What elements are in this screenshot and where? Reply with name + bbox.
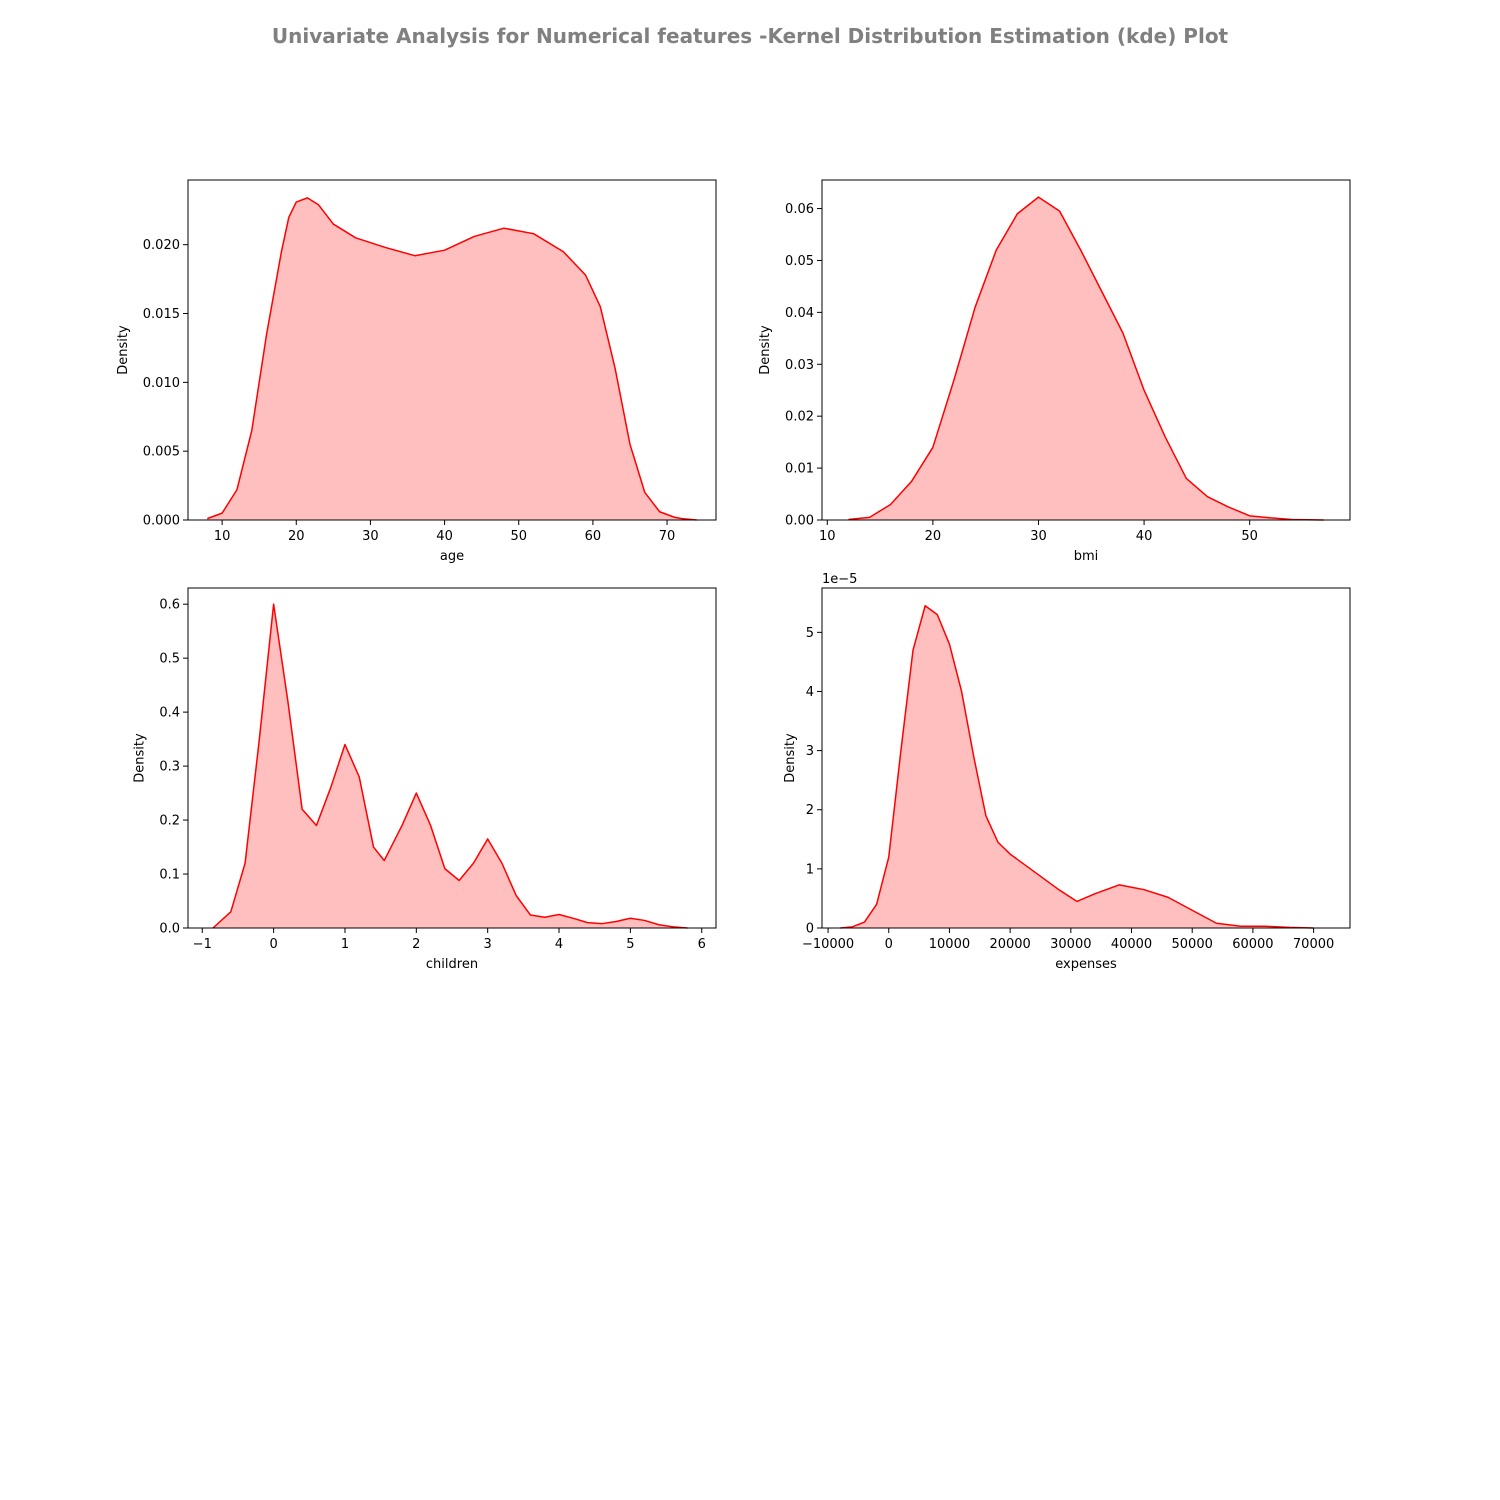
subplot-expenses-ylabel: Density [783, 733, 798, 783]
subplot-age-xtick-label: 20 [288, 529, 305, 544]
subplot-expenses-offset-label: 1e−5 [822, 572, 857, 587]
subplot-expenses-ytick-label: 4 [806, 685, 814, 700]
subplot-children-xtick-label: 4 [555, 937, 563, 952]
subplot-children-xtick-label: 2 [412, 937, 420, 952]
subplot-expenses-ytick-label: 5 [806, 626, 814, 641]
subplot-age-ytick-label: 0.015 [143, 307, 180, 322]
subplot-children-ylabel: Density [132, 733, 147, 783]
subplot-children-ytick-label: 0.3 [159, 760, 180, 775]
subplot-age: 10 20 30 40 50 60 70 0.000 0.005 0.010 0.015 0.020 a… [116, 179, 717, 564]
subplot-expenses-density-line [840, 604, 1314, 929]
subplot-bmi-xtick-label: 30 [1030, 529, 1047, 544]
subplot-expenses-xlabel: expenses [1055, 957, 1117, 972]
subplot-age-axes-frame [187, 179, 717, 521]
subplot-children-ytick-label: 0.5 [159, 652, 180, 667]
figure-suptitle: Univariate Analysis for Numerical featur… [271, 24, 1229, 48]
subplot-age-xtick-label: 70 [659, 529, 676, 544]
subplot-age-density-line [207, 197, 697, 521]
subplot-children: −1 0 1 2 3 4 5 6 0.0 0.1 0.2 0.3 0.4 0.5 0.6 children De… [132, 587, 717, 972]
subplot-expenses-xtick-label: 70000 [1293, 937, 1334, 952]
subplot-children-ytick-label: 0.4 [159, 706, 180, 721]
subplot-bmi-axes-frame [821, 179, 1351, 521]
subplot-expenses-xtick-label: −10000 [802, 937, 854, 952]
subplot-age-ytick-label: 0.010 [143, 376, 180, 391]
subplot-children-xtick-label: 5 [626, 937, 634, 952]
subplot-children-xtick-label: 6 [698, 937, 706, 952]
subplot-age-xtick-label: 10 [214, 529, 231, 544]
subplot-age-density-fill [207, 197, 697, 520]
subplot-bmi-density-line [848, 196, 1324, 521]
subplot-expenses-ytick-label: 2 [806, 803, 814, 818]
subplot-children-ytick-label: 0.0 [159, 922, 180, 937]
subplot-children-xlabel: children [426, 957, 478, 972]
subplot-children-density-fill [212, 604, 688, 928]
subplot-age-xtick-label: 50 [510, 529, 527, 544]
subplot-age-xtick-label: 60 [585, 529, 602, 544]
subplot-bmi-ytick-label: 0.02 [785, 410, 814, 425]
subplot-age-xlabel: age [440, 549, 464, 564]
subplot-bmi-xtick-label: 10 [819, 529, 836, 544]
subplot-age-ylabel: Density [116, 325, 131, 375]
subplot-bmi-ytick-label: 0.06 [785, 202, 814, 217]
subplot-children-xtick-label: 3 [484, 937, 492, 952]
subplot-expenses-xtick-label: 30000 [1050, 937, 1091, 952]
subplot-bmi-ytick-label: 0.04 [785, 306, 814, 321]
subplot-age-ytick-label: 0.005 [143, 445, 180, 460]
subplot-expenses-axes-frame [821, 587, 1351, 929]
subplot-children-density-line [212, 603, 688, 929]
subplot-age-xtick-label: 40 [436, 529, 453, 544]
subplot-age-xtick-label: 30 [362, 529, 379, 544]
subplot-expenses-xtick-label: 40000 [1111, 937, 1152, 952]
subplot-bmi-ytick-label: 0.03 [785, 358, 814, 373]
subplot-expenses-density-fill [840, 605, 1314, 928]
subplot-expenses-xtick-label: 0 [885, 937, 893, 952]
subplot-age-ytick-label: 0.000 [143, 514, 180, 529]
subplot-children-xtick-label: 1 [341, 937, 349, 952]
subplot-expenses-ytick-label: 3 [806, 744, 814, 759]
subplot-children-axes-frame [187, 587, 717, 929]
subplot-children-ytick-label: 0.2 [159, 814, 180, 829]
subplot-bmi-density-fill [848, 197, 1324, 520]
subplot-expenses-xtick-label: 60000 [1232, 937, 1273, 952]
subplot-bmi-ytick-label: 0.01 [785, 462, 814, 477]
subplot-children-xtick-label: −1 [193, 937, 212, 952]
subplot-bmi-xtick-label: 40 [1136, 529, 1153, 544]
subplot-bmi-xtick-label: 50 [1241, 529, 1258, 544]
subplot-bmi-ytick-label: 0.05 [785, 254, 814, 269]
subplot-children-ytick-label: 0.1 [159, 868, 180, 883]
subplot-expenses-xtick-label: 20000 [989, 937, 1030, 952]
subplot-expenses-xtick-label: 50000 [1172, 937, 1213, 952]
subplot-children-xtick-label: 0 [269, 937, 277, 952]
subplot-bmi-xlabel: bmi [1074, 549, 1099, 564]
subplot-expenses-ytick-label: 0 [806, 922, 814, 937]
subplot-bmi: 10 20 30 40 50 0.00 0.01 0.02 0.03 0.04 0.05 0.06 bm… [758, 179, 1351, 564]
subplot-bmi-ylabel: Density [758, 325, 773, 375]
subplot-age-ytick-label: 0.020 [143, 238, 180, 253]
subplot-expenses-xtick-label: 10000 [929, 937, 970, 952]
subplot-expenses-ytick-label: 1 [806, 862, 814, 877]
subplot-expenses: −10000 0 10000 20000 30000 40000 50000 60000 700… [783, 572, 1351, 972]
subplot-children-ytick-label: 0.6 [159, 598, 180, 613]
subplot-bmi-ytick-label: 0.00 [785, 514, 814, 529]
subplot-bmi-xtick-label: 20 [925, 529, 942, 544]
